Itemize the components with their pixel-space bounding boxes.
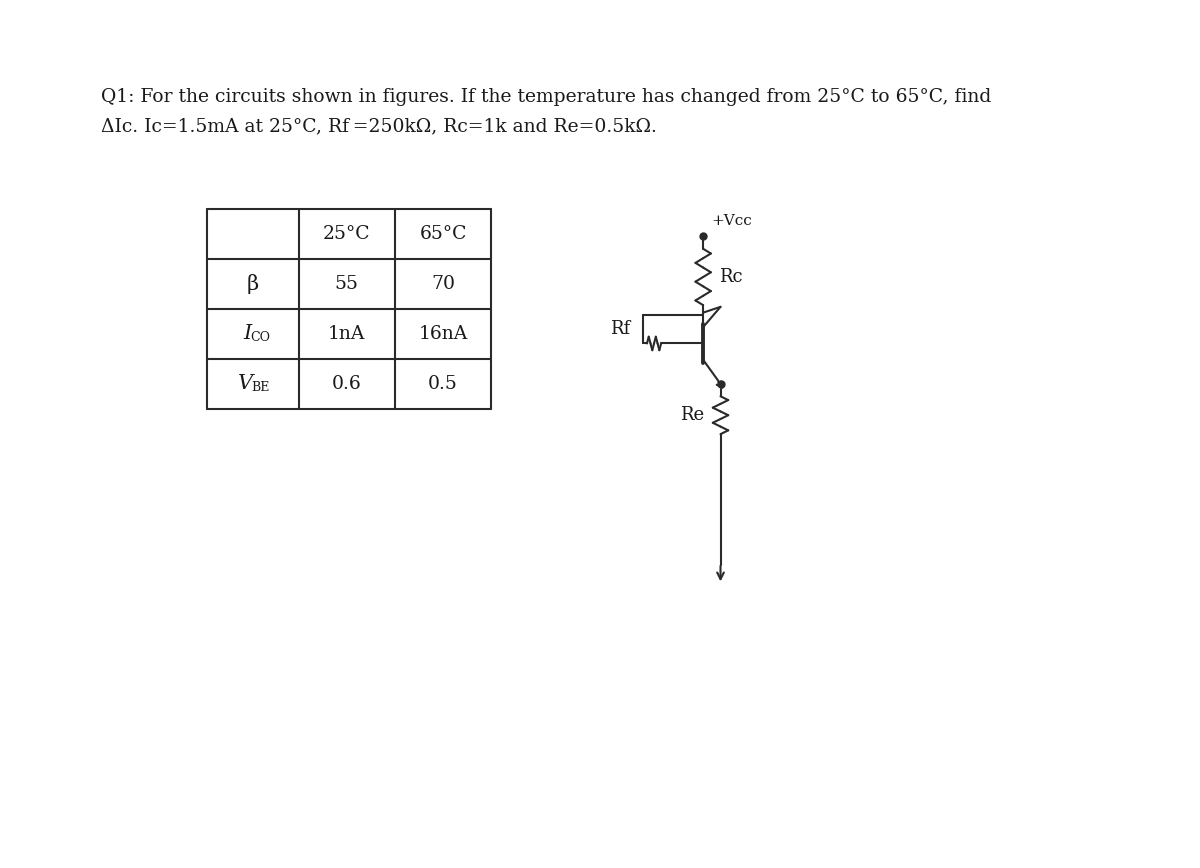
Text: Q1: For the circuits shown in figures. If the temperature has changed from 25°C : Q1: For the circuits shown in figures. I… — [101, 89, 991, 106]
Text: Rc: Rc — [719, 268, 743, 286]
Text: V: V — [238, 374, 253, 393]
Text: 0.6: 0.6 — [332, 375, 361, 393]
Text: 65°C: 65°C — [419, 225, 467, 243]
Text: Rf: Rf — [610, 320, 630, 338]
Text: ΔIc. Ic=1.5mA at 25°C, Rf =250kΩ, Rc=1k and Re=0.5kΩ.: ΔIc. Ic=1.5mA at 25°C, Rf =250kΩ, Rc=1k … — [101, 117, 658, 135]
Text: 25°C: 25°C — [323, 225, 371, 243]
Text: 16nA: 16nA — [419, 325, 468, 343]
Text: I: I — [242, 325, 251, 344]
Text: Re: Re — [680, 406, 704, 424]
Text: 55: 55 — [335, 275, 359, 293]
Text: 0.5: 0.5 — [428, 375, 458, 393]
Text: 1nA: 1nA — [328, 325, 366, 343]
Text: +Vcc: +Vcc — [710, 214, 751, 228]
Text: CO: CO — [251, 332, 270, 345]
Text: β: β — [247, 273, 259, 293]
Text: BE: BE — [251, 381, 270, 394]
Text: 70: 70 — [431, 275, 455, 293]
